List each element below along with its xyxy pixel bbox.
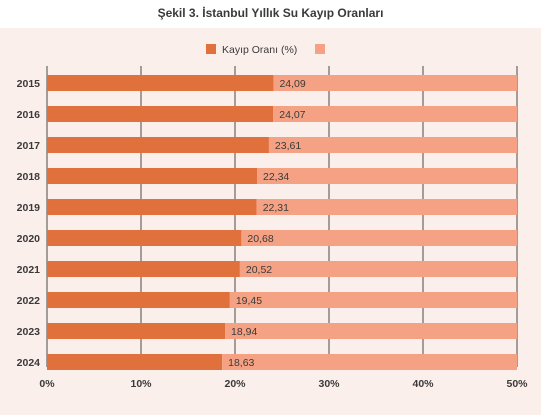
bar-remainder [256, 168, 517, 184]
y-tick-label: 2023 [17, 326, 41, 338]
x-tick-label: 30% [318, 378, 340, 390]
bar-remainder [256, 199, 517, 215]
bar-remainder [239, 261, 517, 277]
bar-value-label: 22,31 [263, 202, 289, 214]
bar-loss [47, 323, 226, 339]
x-tick-label: 40% [412, 378, 434, 390]
y-tick-label: 2016 [17, 109, 41, 121]
x-tick-label: 50% [506, 378, 528, 390]
bar-value-label: 24,07 [279, 109, 305, 121]
y-axis-labels: 2015 2016 2017 2018 2019 2020 2021 2022 2023 2024 [17, 78, 41, 369]
bar-remainder [273, 75, 517, 91]
y-tick-label: 2019 [17, 202, 41, 214]
bar-loss [47, 261, 240, 277]
bar-loss [47, 199, 257, 215]
bar-loss [47, 75, 274, 91]
y-tick-label: 2018 [17, 171, 41, 183]
bar-remainder [241, 230, 517, 246]
bar-loss [47, 168, 257, 184]
bar-remainder [268, 137, 517, 153]
x-tick-label: 20% [224, 378, 246, 390]
bar-value-label: 22,34 [263, 171, 289, 183]
y-tick-label: 2024 [17, 357, 41, 369]
bar-remainder [229, 292, 517, 308]
bar-remainder [273, 106, 517, 122]
legend-swatch-remainder [315, 44, 325, 54]
y-tick-label: 2015 [17, 78, 41, 90]
bar-loss [47, 230, 242, 246]
legend-swatch-loss [206, 44, 216, 54]
chart-title: Şekil 3. İstanbul Yıllık Su Kayıp Oranla… [157, 6, 384, 20]
y-tick-label: 2020 [17, 233, 41, 245]
bar-remainder [222, 354, 517, 370]
bar-value-label: 20,68 [247, 233, 273, 245]
bar-value-label: 18,94 [231, 326, 257, 338]
legend-label-loss: Kayıp Oranı (%) [222, 44, 297, 56]
legend: Kayıp Oranı (%) [206, 44, 325, 56]
bar-loss [47, 137, 269, 153]
bar-value-label: 20,52 [246, 264, 272, 276]
bar-value-label: 23,61 [275, 140, 301, 152]
y-tick-label: 2021 [17, 264, 41, 276]
bar-chart: 24,09 24,07 23,61 22,34 22,31 20,68 20,52 19,45… [17, 44, 528, 390]
bar-value-label: 19,45 [236, 295, 262, 307]
bar-value-label: 18,63 [228, 357, 254, 369]
bar-remainder [225, 323, 517, 339]
x-tick-label: 10% [130, 378, 152, 390]
bar-value-label: 24,09 [279, 78, 305, 90]
bar-series: 24,09 24,07 23,61 22,34 22,31 20,68 20,52 19,45… [47, 75, 517, 370]
bar-loss [47, 354, 223, 370]
bar-loss [47, 292, 230, 308]
chart-panel: 24,09 24,07 23,61 22,34 22,31 20,68 20,52 19,45… [0, 28, 541, 415]
bar-loss [47, 106, 274, 122]
y-tick-label: 2017 [17, 140, 41, 152]
x-tick-label: 0% [39, 378, 55, 390]
y-tick-label: 2022 [17, 295, 41, 307]
x-axis-labels: 0% 10% 20% 30% 40% 50% [39, 378, 528, 390]
